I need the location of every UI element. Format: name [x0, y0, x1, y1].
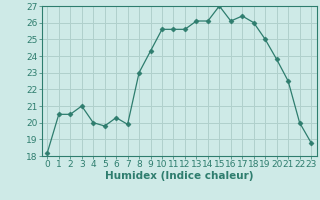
X-axis label: Humidex (Indice chaleur): Humidex (Indice chaleur) [105, 171, 253, 181]
